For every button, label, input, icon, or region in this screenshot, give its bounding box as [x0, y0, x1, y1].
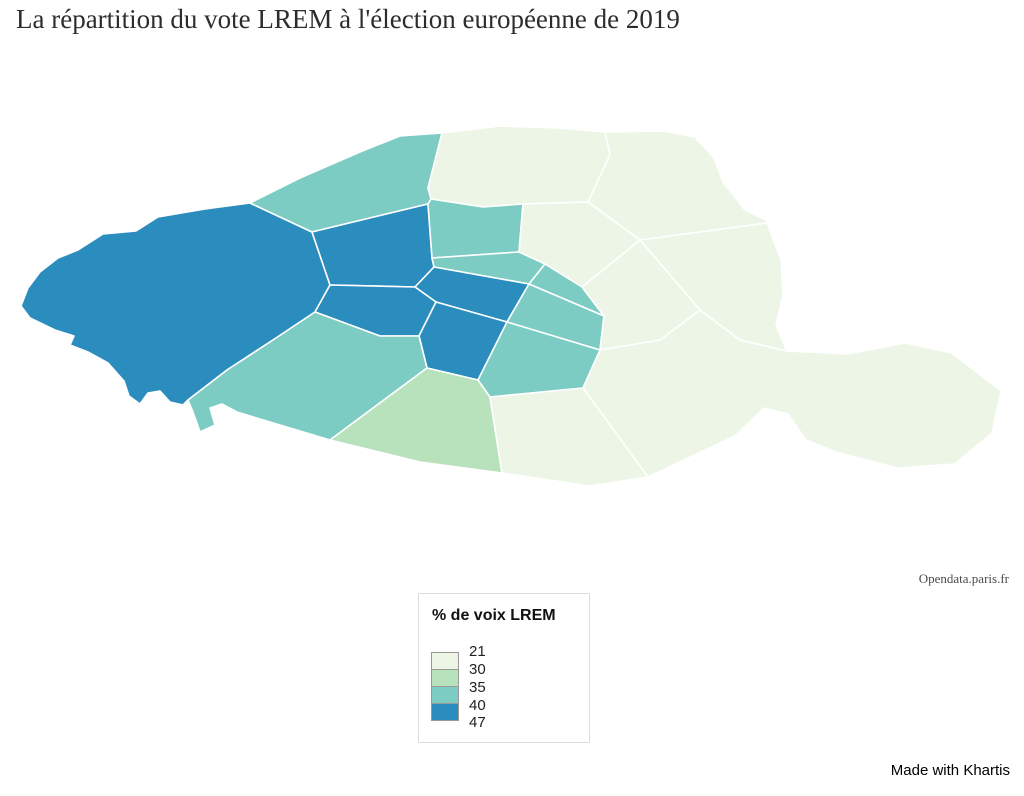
legend-label-4: 47	[469, 714, 486, 731]
legend-color-ramp	[431, 652, 459, 721]
legend-label-1: 30	[469, 661, 486, 678]
page-title: La répartition du vote LREM à l'élection…	[16, 4, 680, 34]
region-paris-19e	[587, 130, 768, 241]
khartis-credit: Made with Khartis	[890, 762, 1010, 779]
arrondissement-regions	[20, 125, 1002, 487]
legend-title: % de voix LREM	[432, 607, 556, 624]
region-paris-13e	[489, 387, 649, 487]
legend-swatch-class-3	[431, 703, 459, 721]
region-paris-15e	[187, 311, 428, 441]
region-paris-12e	[582, 309, 1002, 478]
legend-swatch-class-0	[431, 652, 459, 670]
legend-label-0: 21	[469, 643, 486, 660]
legend-panel: % de voix LREM 21 30 35 40 47	[418, 593, 590, 743]
legend-label-3: 40	[469, 697, 486, 714]
legend-swatch-class-1	[431, 669, 459, 687]
legend-label-2: 35	[469, 679, 486, 696]
region-paris-18e	[427, 125, 611, 208]
legend-swatch-class-2	[431, 686, 459, 704]
region-paris-9e	[427, 198, 524, 259]
data-source-attribution: Opendata.paris.fr	[918, 571, 1009, 586]
